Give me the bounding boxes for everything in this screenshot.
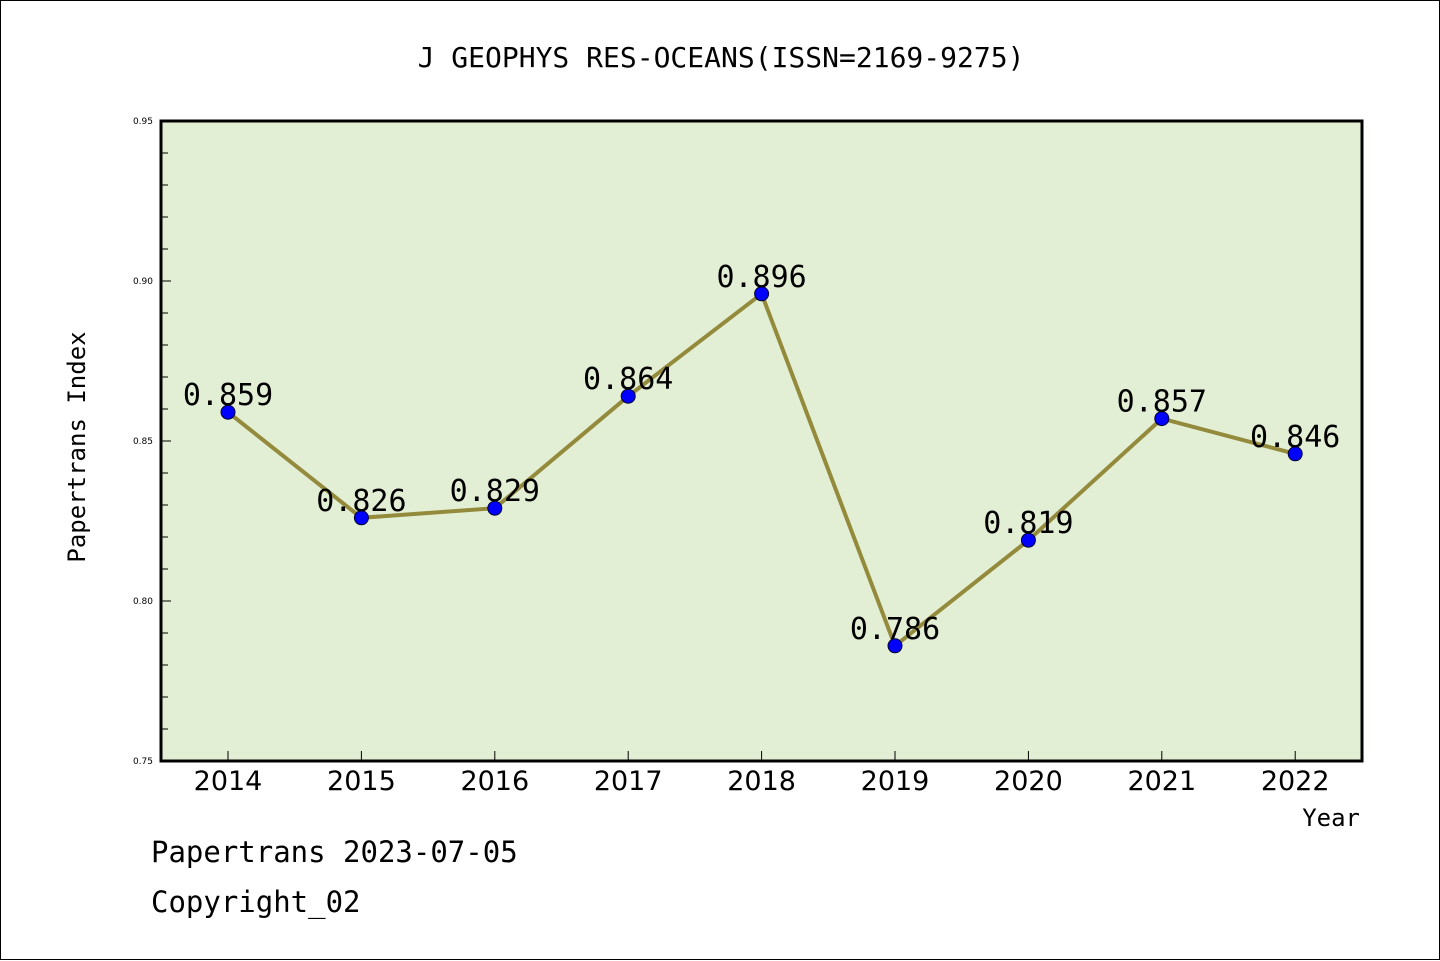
y-tick-label: 0.90	[133, 277, 153, 287]
y-tick-label: 0.95	[133, 117, 153, 127]
x-tick-label: 2019	[861, 766, 930, 797]
footer-source-date: Papertrans 2023-07-05	[151, 835, 518, 869]
x-tick-label: 2017	[594, 766, 663, 797]
chart-title: J GEOPHYS RES-OCEANS(ISSN=2169-9275)	[418, 41, 1025, 74]
data-point	[487, 500, 503, 516]
x-tick-label: 2015	[327, 766, 396, 797]
data-label: 0.829	[450, 474, 540, 509]
data-point	[1287, 446, 1303, 462]
y-axis-label: Papertrans Index	[63, 331, 91, 562]
data-point	[220, 404, 236, 420]
x-tick-label: 2016	[460, 766, 529, 797]
data-label: 0.826	[316, 484, 406, 519]
data-point	[754, 286, 770, 302]
data-label: 0.896	[716, 260, 806, 295]
series-line-group	[220, 286, 1303, 654]
footer-copyright: Copyright_02	[151, 885, 361, 919]
data-label: 0.864	[583, 362, 673, 397]
data-point	[887, 638, 903, 654]
data-label: 0.819	[983, 506, 1073, 541]
data-point	[1154, 411, 1170, 427]
data-label: 0.859	[183, 378, 273, 413]
plot-area	[159, 119, 1364, 763]
x-tick-label: 2022	[1261, 766, 1330, 797]
data-point	[620, 388, 636, 404]
x-tick-label: 2018	[727, 766, 796, 797]
x-axis-label: Year	[1302, 804, 1360, 832]
x-axis: 2014 2015 2016 2017 2018 2019 2020 2021 2022	[194, 751, 1330, 797]
y-tick-label: 0.85	[133, 437, 153, 447]
data-point	[1020, 532, 1036, 548]
data-label: 0.846	[1250, 420, 1340, 455]
y-tick-label: 0.75	[133, 757, 153, 767]
data-label: 0.786	[850, 612, 940, 647]
x-tick-label: 2021	[1127, 766, 1196, 797]
data-point	[353, 510, 369, 526]
data-label: 0.857	[1117, 385, 1207, 420]
y-tick-label: 0.80	[133, 597, 153, 607]
y-axis: 0.75 0.80 0.85 0.90 0.95	[133, 117, 171, 767]
x-tick-label: 2014	[194, 766, 263, 797]
data-labels-group: 0.859 0.826 0.829 0.864 0.896 0.786 0.819 0.857…	[183, 260, 1341, 647]
x-tick-label: 2020	[994, 766, 1063, 797]
